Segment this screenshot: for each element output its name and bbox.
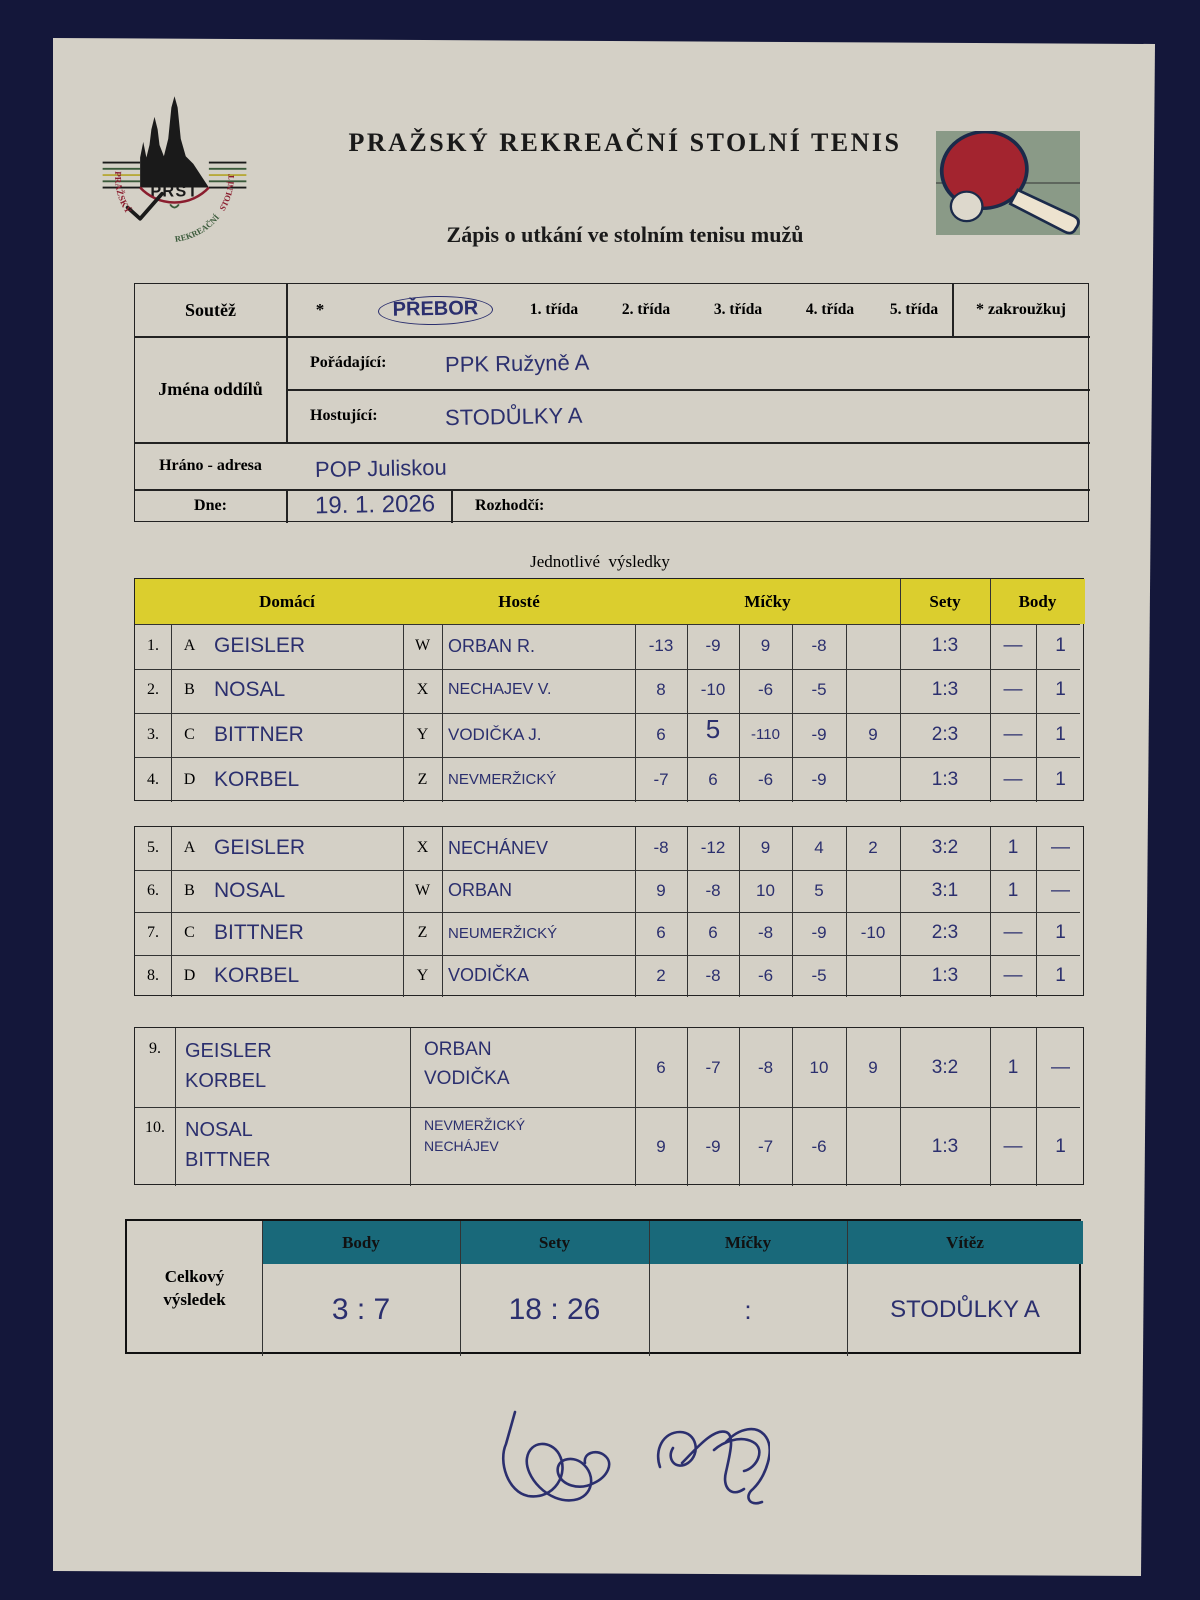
svg-text:REKREAČNÍ: REKREAČNÍ	[174, 212, 221, 243]
svg-text:PRAŽSKÝ: PRAŽSKÝ	[113, 171, 134, 215]
